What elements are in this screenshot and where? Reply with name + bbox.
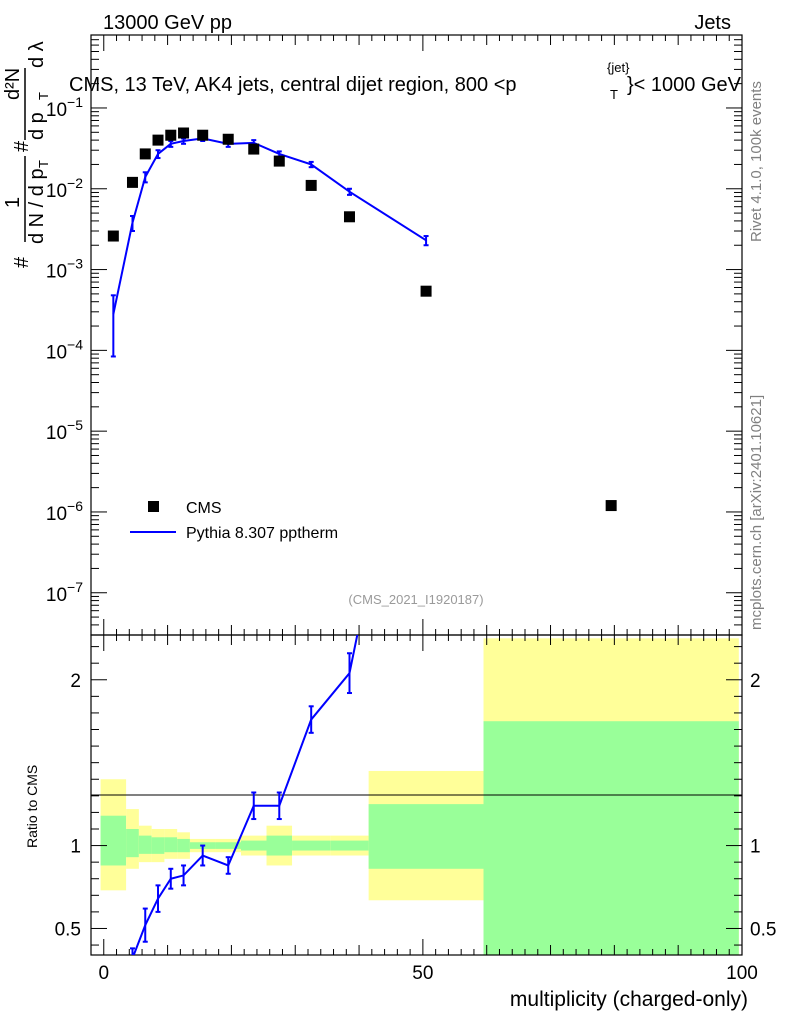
ratio-y-tick-label-right: 2 [750, 671, 761, 692]
data-point [420, 285, 432, 297]
ratio-y-tick-label-left: 0.5 [55, 919, 81, 940]
band-inner [266, 835, 293, 856]
data-point [197, 129, 209, 141]
main-plot-frame [90, 34, 743, 636]
legend-mc-label: Pythia 8.307 pptherm [186, 525, 338, 542]
legend-data-label: CMS [186, 500, 222, 517]
ylabel-hash: # [11, 256, 33, 268]
ylabel-dl: d λ [26, 41, 48, 68]
x-axis-label: multiplicity (charged-only) [510, 988, 748, 1011]
ylabel-d2N: d²N [2, 68, 24, 100]
ratio-uncertainty-bands [100, 638, 739, 955]
x-tick-label: 100 [726, 963, 758, 984]
plot-title-sub: T [610, 87, 618, 102]
data-point [178, 127, 190, 139]
band-inner [483, 721, 739, 955]
header-left: 13000 GeV pp [103, 12, 232, 34]
y-tick-label: 10−6 [46, 498, 83, 525]
data-point [107, 230, 119, 242]
ratio-mc-group [129, 635, 359, 955]
data-point [343, 211, 355, 223]
y-tick-label: 10−5 [46, 417, 83, 444]
band-inner [368, 804, 484, 869]
data-point [273, 155, 285, 167]
data-point [165, 129, 177, 141]
data-series-main [107, 127, 617, 512]
band-inner [177, 838, 190, 853]
band-inner [126, 828, 139, 858]
x-tick-label: 0 [98, 963, 109, 984]
ratio-y-tick-label-left: 1 [70, 837, 81, 858]
ylabel-dN: d N / d p [26, 168, 48, 244]
ylabel-one: 1 [2, 197, 24, 208]
ratio-y-label: Ratio to CMS [24, 765, 40, 848]
band-inner [330, 840, 369, 851]
ratio-y-tick-label-right: 0.5 [750, 919, 776, 940]
y-tick-label: 10−3 [46, 256, 83, 283]
data-point [248, 143, 260, 155]
data-point [605, 500, 617, 512]
band-inner [151, 837, 165, 854]
rivet-label: Rivet 4.1.0, 100k events [748, 81, 765, 242]
y-tick-label: 10−4 [46, 336, 83, 363]
plot-title: CMS, 13 TeV, AK4 jets, central dijet reg… [69, 74, 517, 96]
ratio-plot-frame [90, 634, 743, 956]
plot-title-end: }< 1000 GeV [627, 74, 742, 96]
data-point [139, 148, 151, 160]
x-tick-label: 50 [412, 963, 433, 984]
data-point [126, 176, 138, 188]
band-inner [215, 842, 241, 849]
ylabel-T: T [36, 160, 51, 168]
header-right: Jets [694, 12, 731, 34]
band-inner [240, 840, 267, 851]
analysis-watermark: (CMS_2021_I1920187) [348, 592, 483, 607]
band-inner [292, 840, 331, 851]
band-inner [138, 835, 152, 854]
axis-tick-labels: 10−7 10−6 10−5 10−4 10−3 10−2 10−1 0 50 100 0.5 0.5… [46, 94, 777, 984]
y-tick-label: 10−1 [46, 94, 83, 121]
legend: CMS Pythia 8.307 pptherm [130, 500, 338, 542]
ylabel-dp: d p [26, 112, 48, 140]
mcplots-label: mcplots.cern.ch [arXiv:2401.10621] [748, 395, 765, 630]
plot-title-main: CMS, 13 TeV, AK4 jets, central dijet reg… [69, 74, 517, 96]
band-inner [100, 815, 127, 866]
ylabel-T2: T [36, 92, 51, 100]
y-tick-label: 10−2 [46, 175, 83, 202]
ratio-y-tick-label-left: 2 [70, 671, 81, 692]
plot-title-sup: {jet} [607, 60, 630, 75]
ratio-y-tick-label-right: 1 [750, 837, 761, 858]
axis-ticks [91, 34, 743, 955]
y-tick-label: 10−7 [46, 579, 83, 606]
ylabel-hash2: # [11, 140, 33, 152]
data-point [152, 134, 164, 146]
y-axis-label: # 1 d N / d p T # d²N d p T d λ [2, 41, 51, 268]
data-point [305, 179, 317, 191]
mc-line [112, 137, 427, 315]
data-point [222, 133, 234, 145]
mc-series-ratio [129, 635, 359, 955]
band-inner [164, 837, 178, 853]
legend-data-marker [148, 501, 159, 512]
mc-series-main [110, 134, 429, 358]
